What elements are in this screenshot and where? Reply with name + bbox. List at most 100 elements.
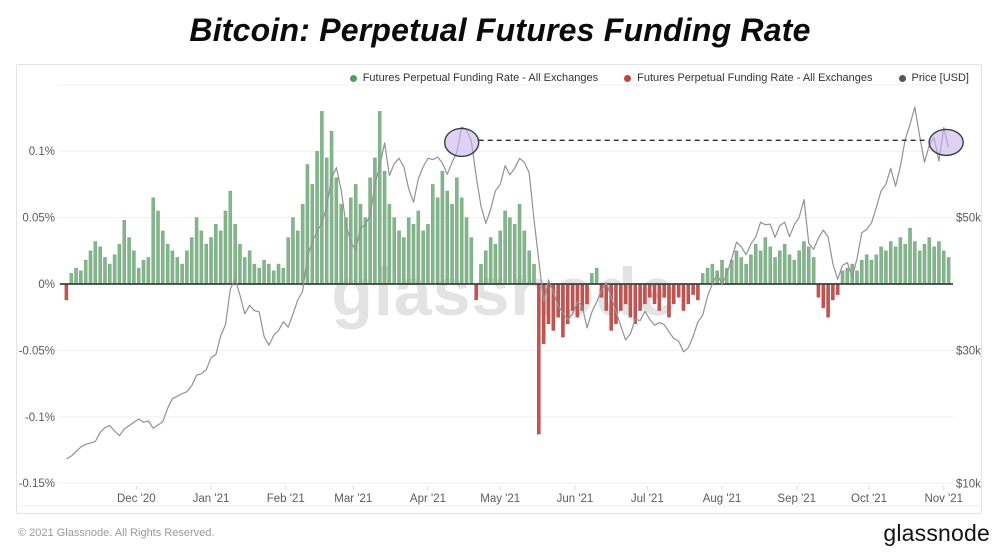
funding-bar — [811, 257, 816, 285]
funding-bar — [517, 204, 522, 285]
funding-bar — [884, 250, 888, 285]
funding-bar — [676, 283, 681, 298]
funding-bar — [937, 241, 941, 285]
funding-bar — [498, 230, 503, 285]
funding-bar — [638, 283, 642, 311]
funding-bar — [835, 283, 840, 295]
funding-bar — [199, 230, 204, 285]
page-title: Bitcoin: Perpetual Futures Funding Rate — [189, 11, 811, 48]
legend-item-funding-negative[interactable]: Futures Perpetual Funding Rate - All Exc… — [624, 72, 873, 84]
funding-bar — [696, 283, 700, 301]
funding-bar — [252, 263, 257, 285]
funding-bar — [614, 283, 618, 325]
funding-bar — [604, 283, 609, 311]
title-bar: Bitcoin: Perpetual Futures Funding Rate — [0, 0, 1000, 60]
funding-bar — [228, 190, 233, 285]
svg-text:-0.15%: -0.15% — [19, 478, 55, 490]
funding-bar — [864, 254, 869, 285]
funding-bar — [942, 250, 946, 285]
funding-bar — [503, 210, 507, 285]
legend-item-price[interactable]: Price [USD] — [898, 72, 969, 84]
funding-bar — [69, 273, 73, 285]
funding-bar — [913, 241, 917, 285]
annotation-ellipse-november-price-top — [928, 128, 964, 157]
svg-text:Nov '21: Nov '21 — [924, 493, 963, 505]
svg-text:May '21: May '21 — [480, 493, 520, 505]
funding-bar — [204, 243, 208, 285]
funding-bar — [840, 270, 845, 285]
footer: © 2021 Glassnode. All Rights Reserved. g… — [0, 514, 1000, 552]
funding-bar — [700, 273, 705, 285]
funding-bar — [512, 224, 517, 285]
funding-bar — [845, 267, 850, 285]
funding-bar — [744, 263, 748, 285]
funding-bar — [378, 111, 382, 285]
funding-bar — [888, 241, 893, 285]
funding-bar — [218, 230, 223, 285]
funding-bar — [411, 224, 416, 285]
svg-text:-0.05%: -0.05% — [19, 345, 55, 357]
funding-bar — [802, 241, 806, 285]
funding-bar — [315, 150, 319, 285]
svg-text:Dec '20: Dec '20 — [117, 493, 156, 505]
funding-bar — [657, 283, 662, 311]
funding-bar — [83, 259, 88, 285]
funding-bar — [609, 283, 613, 331]
funding-bar — [455, 177, 459, 285]
svg-text:0.1%: 0.1% — [29, 146, 55, 158]
funding-bar — [831, 283, 835, 301]
funding-bar — [122, 220, 127, 285]
funding-bar — [165, 243, 170, 285]
funding-bar — [189, 237, 194, 285]
funding-bar — [185, 250, 189, 285]
funding-bar — [267, 263, 271, 285]
funding-bar — [223, 210, 228, 285]
funding-bar — [821, 283, 826, 309]
svg-text:Jul '21: Jul '21 — [631, 493, 664, 505]
funding-bar — [590, 273, 594, 285]
funding-bar — [903, 243, 907, 285]
funding-bar — [247, 250, 252, 285]
svg-text:-0.1%: -0.1% — [25, 412, 55, 424]
svg-text:$10k: $10k — [956, 479, 981, 491]
legend-label: Price [USD] — [911, 72, 969, 84]
funding-bar — [474, 283, 478, 301]
funding-bar — [387, 204, 392, 285]
funding-bar — [484, 250, 488, 285]
funding-bar — [243, 257, 247, 285]
x-axis-labels: Dec '20 Jan '21 Feb '21 Mar '21 Apr '21 May '… — [117, 486, 963, 505]
funding-bar — [570, 283, 575, 311]
funding-bar — [681, 283, 686, 311]
funding-bar — [397, 230, 401, 285]
legend-item-funding-positive[interactable]: Futures Perpetual Funding Rate - All Exc… — [349, 72, 598, 84]
funding-bar — [262, 259, 266, 285]
funding-bar — [233, 224, 237, 285]
price-line — [66, 106, 950, 460]
funding-bar — [758, 250, 763, 285]
funding-bar — [108, 263, 112, 285]
funding-bar — [156, 210, 160, 285]
funding-bar — [286, 237, 290, 285]
funding-bar — [585, 283, 589, 305]
funding-bar — [623, 283, 628, 305]
funding-bar — [209, 237, 213, 285]
svg-text:Jun '21: Jun '21 — [557, 493, 594, 505]
funding-bar — [421, 230, 425, 285]
funding-bar — [537, 283, 541, 435]
funding-bar — [112, 254, 117, 285]
funding-bar — [382, 170, 387, 285]
funding-bar — [416, 210, 421, 285]
funding-bar — [619, 283, 623, 311]
funding-bar — [575, 283, 580, 318]
funding-bar — [754, 243, 758, 285]
funding-bar — [161, 230, 165, 285]
svg-text:Jan '21: Jan '21 — [193, 493, 230, 505]
funding-bar — [440, 170, 445, 285]
svg-text:Sep '21: Sep '21 — [777, 493, 816, 505]
funding-bars — [64, 111, 951, 435]
funding-bar — [93, 241, 98, 285]
funding-bar — [320, 111, 324, 285]
funding-bar — [373, 157, 377, 285]
funding-bar — [339, 204, 343, 285]
annotation-ellipse-april-price-top — [444, 127, 480, 158]
